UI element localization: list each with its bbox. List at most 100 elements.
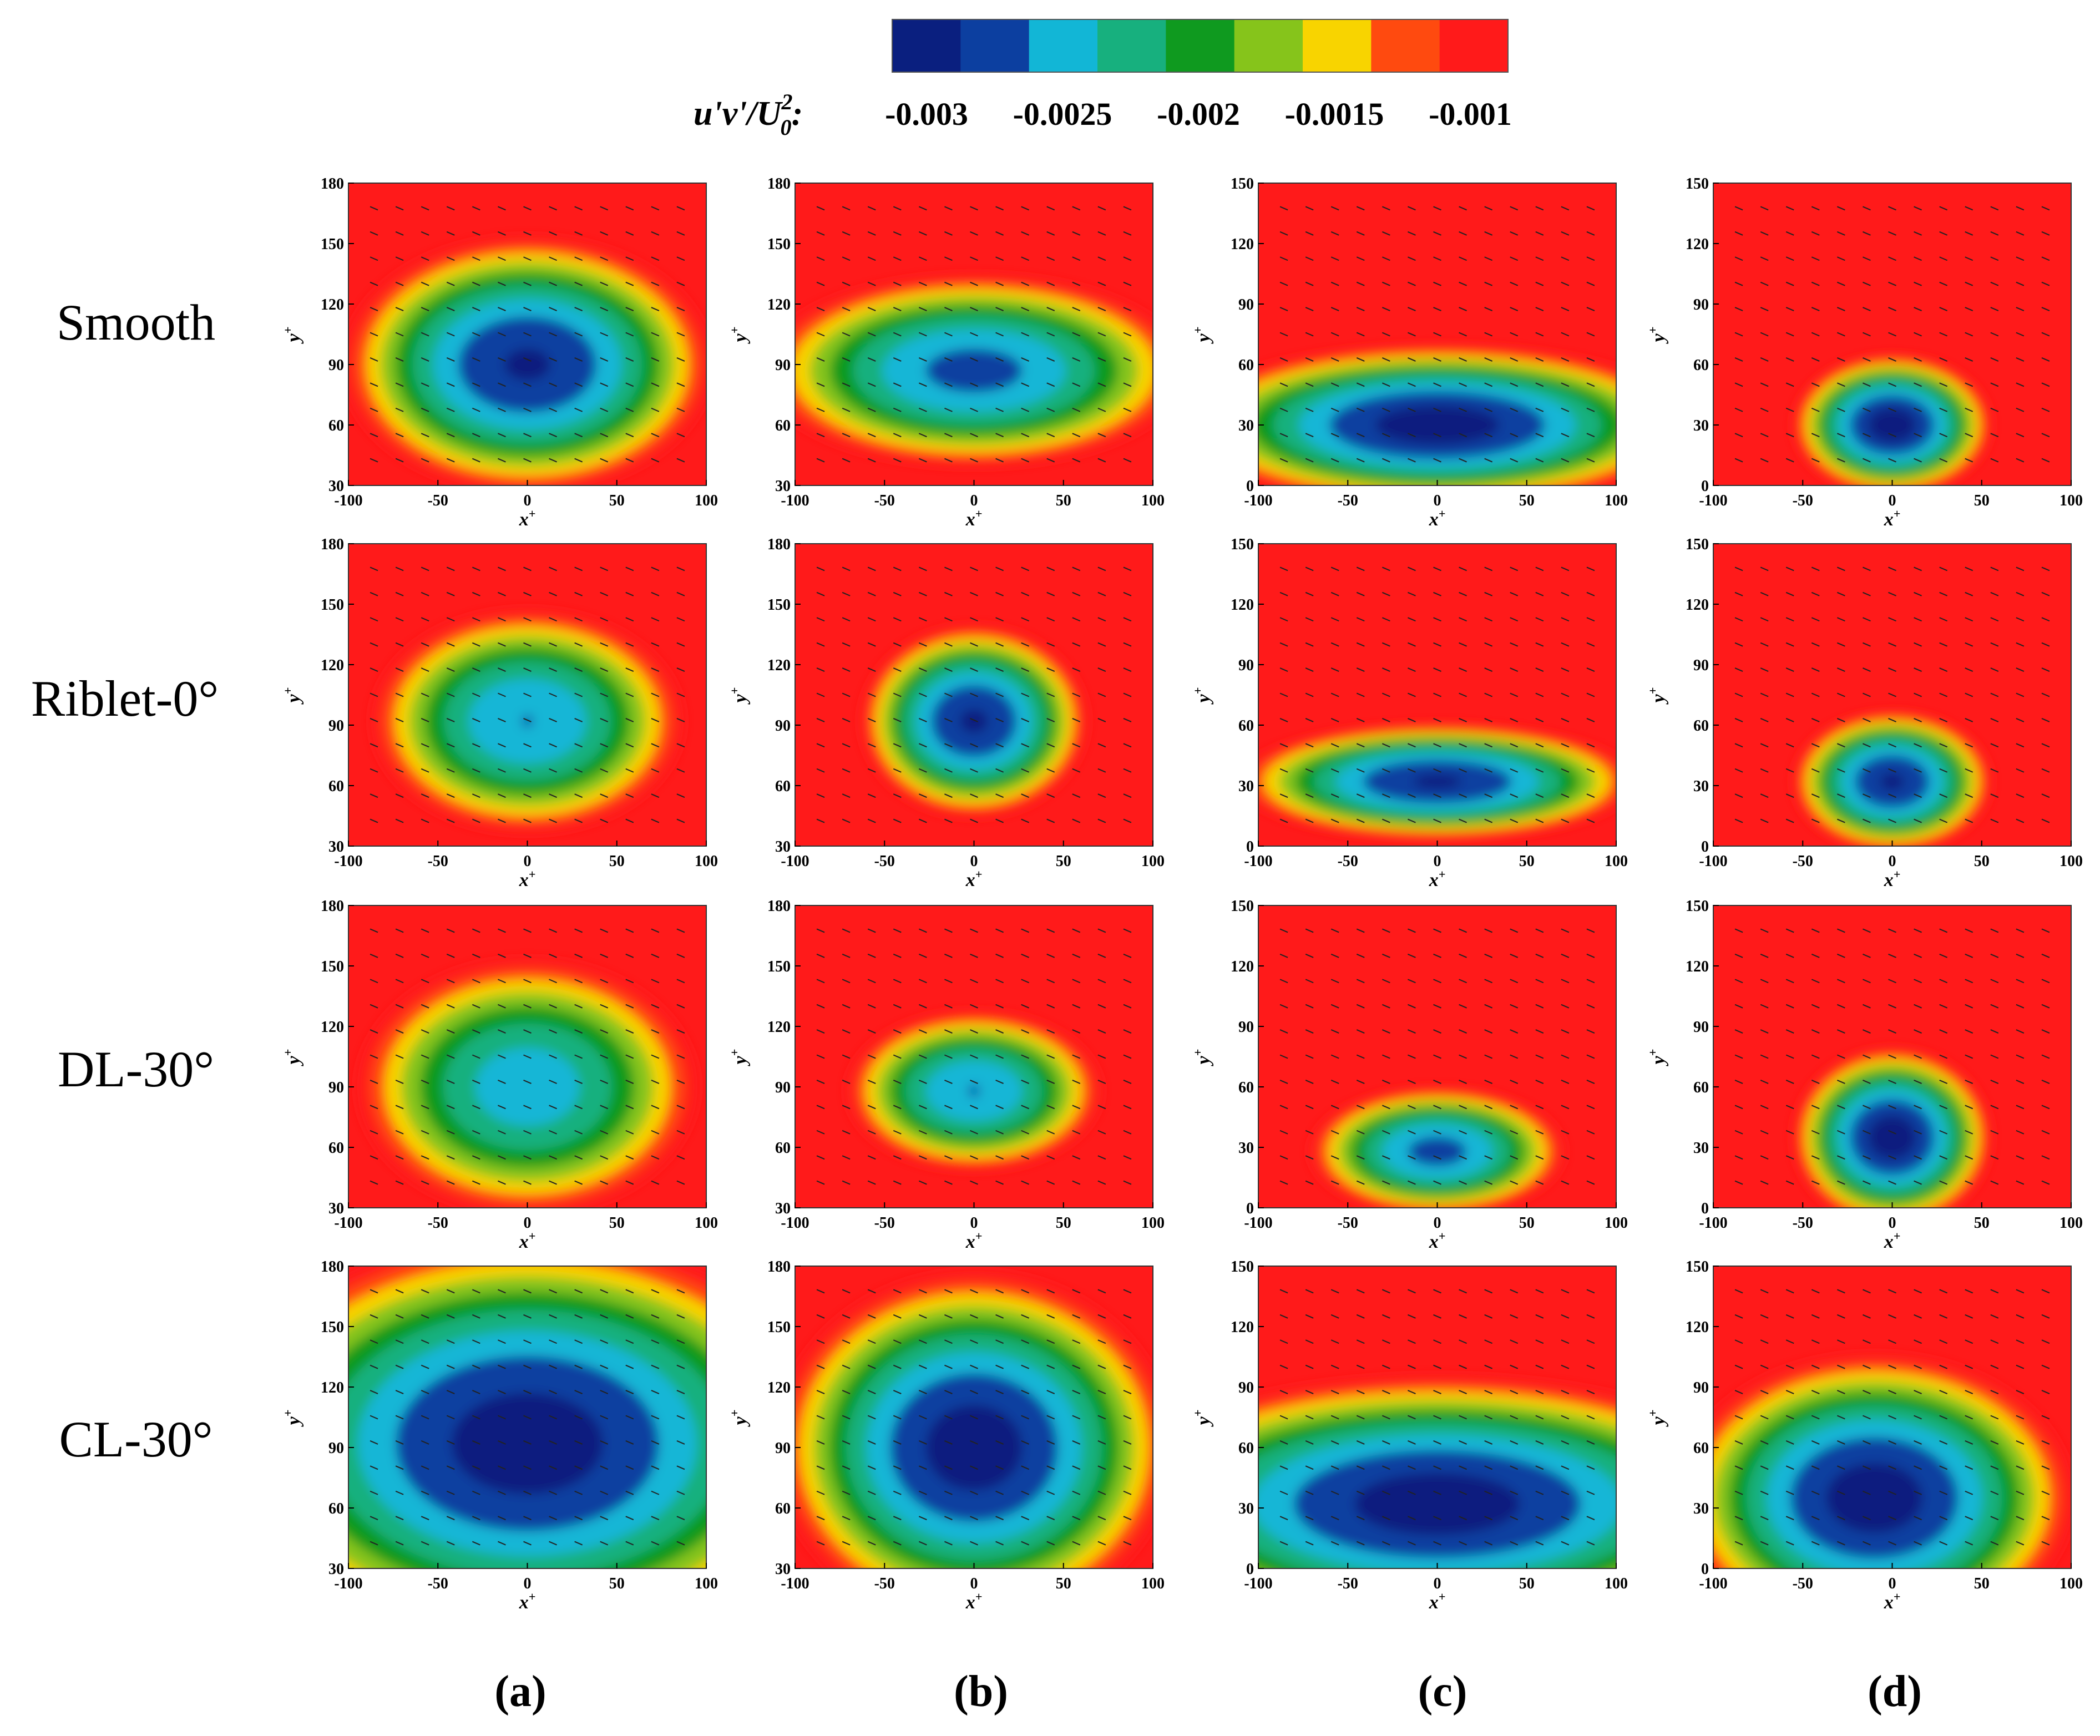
vector-arrow (1760, 1289, 1769, 1294)
vector-arrow (1510, 928, 1519, 933)
vector-arrow (1382, 1516, 1390, 1521)
vector-arrow (1760, 642, 1769, 647)
vector-arrow (1863, 1130, 1871, 1135)
vector-arrow (893, 1516, 902, 1521)
vector-arrow (1888, 979, 1896, 984)
velocity-vectors (370, 1289, 685, 1546)
vector-arrow (944, 642, 953, 647)
x-tick-label: -100 (781, 492, 809, 509)
vector-arrow (1785, 928, 1794, 933)
y-axis-label: y+ (1646, 327, 1669, 345)
vector-arrow (1561, 692, 1570, 697)
vector-arrow (1863, 357, 1871, 362)
vector-arrow (1484, 1155, 1493, 1160)
vector-arrow (918, 206, 927, 211)
vector-arrow (600, 617, 609, 622)
vector-arrow (574, 1029, 583, 1034)
y-tick-label: 60 (328, 778, 344, 795)
vector-arrow (1408, 1314, 1416, 1319)
vector-arrow (1734, 1155, 1743, 1160)
vector-arrow (1279, 928, 1288, 933)
vector-arrow (1356, 433, 1365, 438)
vector-arrow (421, 382, 429, 387)
vector-arrow (1510, 1079, 1519, 1084)
y-tick-label: 0 (1246, 838, 1254, 856)
vector-arrow (867, 256, 876, 261)
vector-arrow (2041, 667, 2050, 672)
vector-arrow (1305, 692, 1314, 697)
y-tick-label: 90 (1693, 1019, 1709, 1036)
vector-arrow (370, 1490, 378, 1495)
vector-arrow (1811, 1180, 1820, 1185)
vector-arrow (1939, 433, 1948, 438)
column-label-c: (c) (1418, 1667, 1468, 1716)
y-tick-label: 30 (328, 478, 344, 495)
vector-arrow (1863, 407, 1871, 412)
vector-arrow (446, 793, 455, 798)
vector-arrow (600, 1390, 609, 1395)
vector-arrow (1072, 1465, 1081, 1470)
vector-arrow (1914, 1130, 1922, 1135)
y-tick-label: 150 (1686, 175, 1709, 193)
vector-arrow (498, 1029, 506, 1034)
vector-arrow (1586, 717, 1595, 722)
vector-arrow (1535, 1440, 1544, 1445)
vector-arrow (523, 1339, 532, 1344)
vector-arrow (1072, 717, 1081, 722)
vector-arrow (1305, 667, 1314, 672)
y-tick-label: 150 (321, 596, 344, 614)
vector-arrow (995, 591, 1004, 596)
vector-arrow (867, 591, 876, 596)
vector-arrow (1356, 591, 1365, 596)
vector-arrow (1021, 231, 1030, 236)
contour-field (795, 183, 1153, 485)
x-tick-label: -100 (1244, 492, 1272, 509)
vector-arrow (1021, 818, 1030, 823)
contour-field (1713, 544, 2071, 846)
vector-arrow (1535, 953, 1544, 958)
vector-arrow (1785, 357, 1794, 362)
y-tick-label: 90 (328, 357, 344, 374)
vector-arrow (1123, 1415, 1132, 1420)
vector-arrow (1408, 1105, 1416, 1110)
contour-field (348, 183, 706, 485)
x-tick-label: 100 (1141, 1214, 1165, 1232)
vector-arrow (867, 206, 876, 211)
vector-arrow (1123, 382, 1132, 387)
vector-arrow (1305, 818, 1314, 823)
vector-arrow (1459, 818, 1467, 823)
vector-arrow (625, 231, 634, 236)
vector-arrow (2041, 617, 2050, 622)
vector-arrow (2041, 1180, 2050, 1185)
vector-arrow (625, 793, 634, 798)
vector-arrow (395, 1364, 404, 1369)
vector-arrow (1535, 1079, 1544, 1084)
vector-arrow (1785, 979, 1794, 984)
vector-arrow (395, 717, 404, 722)
vector-arrow (498, 717, 506, 722)
row-label-dl-30: DL-30° (58, 1041, 214, 1097)
vector-arrow (970, 1004, 978, 1009)
vector-arrow (842, 1079, 851, 1084)
vector-arrow (2041, 979, 2050, 984)
vector-arrow (1965, 1390, 1974, 1395)
vector-arrow (1990, 1339, 1999, 1344)
vector-arrow (1433, 566, 1441, 571)
vector-arrow (1760, 717, 1769, 722)
vector-arrow (446, 1054, 455, 1059)
vector-arrow (1097, 768, 1106, 773)
vector-arrow (1863, 591, 1871, 596)
vector-arrow (1990, 1105, 1999, 1110)
vector-arrow (1279, 1289, 1288, 1294)
vector-arrow (1433, 793, 1441, 798)
vector-arrow (1382, 793, 1390, 798)
x-tick-label: 0 (970, 1575, 978, 1592)
velocity-vectors (370, 928, 685, 1185)
vector-arrow (1785, 1390, 1794, 1395)
y-axis-label: y+ (1646, 1049, 1669, 1067)
vector-arrow (1046, 979, 1055, 984)
x-tick-label: 0 (970, 492, 978, 509)
vector-arrow (549, 357, 557, 362)
vector-arrow (676, 566, 685, 571)
vector-arrow (1990, 433, 1999, 438)
